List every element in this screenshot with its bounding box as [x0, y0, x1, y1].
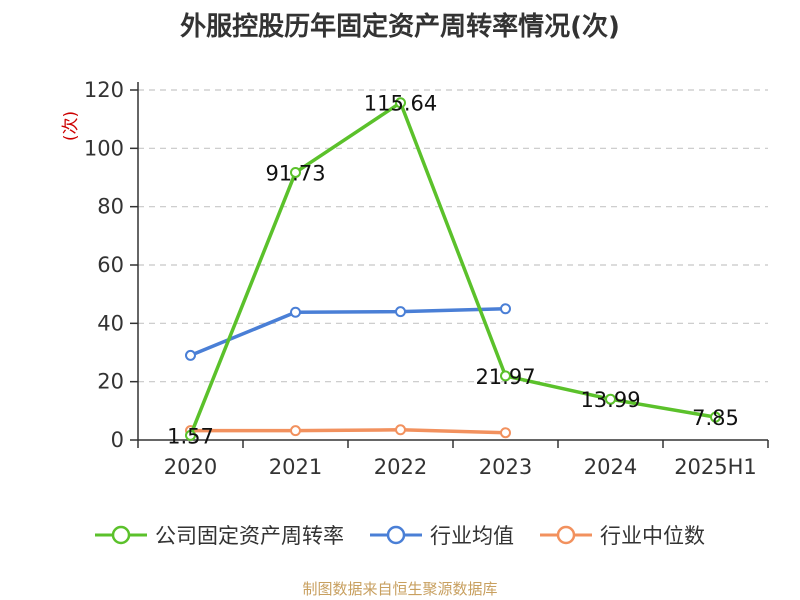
axes: 0 20 40 60 80 100 120 2020 2021 2022 2023 2024 2025H… — [84, 78, 769, 479]
data-point — [290, 425, 301, 437]
data-point — [395, 424, 406, 436]
x-tick-label: 2021 — [269, 455, 322, 479]
y-tick-label: 20 — [97, 370, 124, 394]
series-line — [188, 100, 716, 437]
legend-line-marker-icon — [95, 525, 147, 545]
x-tick-label: 2020 — [164, 455, 217, 479]
data-point — [500, 303, 511, 315]
grid-lines — [138, 89, 768, 383]
source-note: 制图数据来自恒生聚源数据库 — [302, 580, 498, 598]
legend-label: 公司固定资产周转率 — [155, 524, 344, 548]
x-tick-label: 2022 — [374, 455, 427, 479]
series-line — [189, 307, 506, 358]
data-point — [395, 306, 406, 318]
legend-label: 行业中位数 — [600, 524, 705, 548]
data-point — [185, 349, 196, 361]
data-label: 115.64 — [364, 92, 437, 116]
data-label: 13.99 — [580, 388, 640, 412]
data-point — [500, 370, 511, 382]
legend: 公司固定资产周转率 行业均值 行业中位数 — [0, 520, 800, 550]
data-point — [290, 306, 301, 318]
series-lines — [185, 97, 721, 441]
legend-item-industry-median[interactable]: 行业中位数 — [540, 520, 705, 550]
y-tick-label: 100 — [84, 136, 124, 160]
data-point — [395, 97, 406, 109]
x-tick-label: 2025H1 — [674, 455, 757, 479]
data-label: 21.97 — [475, 365, 535, 389]
y-axis-label: (次) — [61, 111, 81, 141]
chart-title: 外服控股历年固定资产周转率情况(次) — [180, 12, 620, 42]
legend-item-company[interactable]: 公司固定资产周转率 — [95, 520, 344, 550]
y-tick-label: 0 — [111, 428, 124, 452]
legend-line-marker-icon — [540, 525, 592, 545]
data-point — [500, 427, 511, 439]
y-tick-label: 60 — [97, 253, 124, 277]
y-tick-label: 40 — [97, 311, 124, 335]
series-line — [190, 428, 506, 435]
data-labels: 1.57 91.73 115.64 21.97 13.99 7.85 — [167, 92, 739, 449]
y-tick-label: 120 — [84, 78, 124, 102]
data-label: 91.73 — [265, 161, 325, 185]
data-point — [605, 393, 616, 405]
data-label: 1.57 — [167, 424, 214, 448]
legend-line-marker-icon — [370, 525, 422, 545]
x-tick-label: 2023 — [479, 455, 532, 479]
legend-item-industry-mean[interactable]: 行业均值 — [370, 520, 514, 550]
data-point — [290, 166, 301, 178]
legend-label: 行业均值 — [430, 524, 514, 548]
data-label: 7.85 — [692, 406, 739, 430]
data-point — [710, 411, 721, 423]
x-tick-label: 2024 — [584, 455, 637, 479]
y-tick-label: 80 — [97, 195, 124, 219]
data-point — [185, 429, 196, 441]
